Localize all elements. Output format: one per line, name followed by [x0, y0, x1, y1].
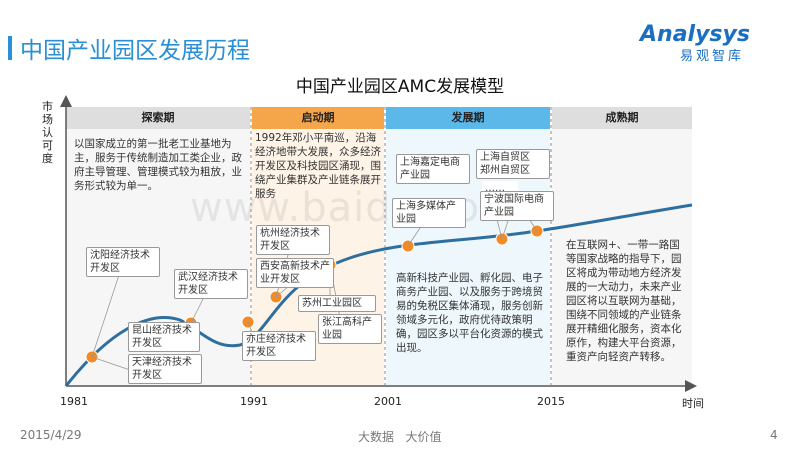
footer-date: 2015/4/29 — [20, 428, 82, 442]
milestone-xian: 西安高新技术产业开发区 — [256, 258, 334, 288]
phase-startup-description: 1992年邓小平南巡，沿海经济地带大发展，众多经济开发区及科技园区涌现，围绕产业… — [255, 132, 381, 200]
phase-growth-header: 发展期 — [386, 107, 550, 129]
callout-line — [91, 271, 121, 358]
x-tick-2015: 2015 — [537, 395, 565, 408]
milestone-hangzhou: 杭州经济技术开发区 — [256, 225, 330, 255]
callout-line — [190, 294, 206, 324]
phase-mature-area — [552, 129, 692, 385]
milestone-multimedia: 上海多媒体产业园 — [392, 198, 466, 228]
phase-mature-header: 成熟期 — [552, 107, 692, 129]
x-axis-label: 时间 — [682, 397, 704, 410]
title-accent-bar — [8, 36, 12, 60]
phase-startup-header: 启动期 — [252, 107, 384, 129]
callout-line — [407, 227, 421, 247]
logo-wordmark: Analysys — [640, 22, 750, 47]
callout-line — [91, 356, 131, 371]
y-axis-label: 市场认可度 — [42, 100, 53, 165]
milestone-zhangjiang: 张江高科产业园 — [318, 314, 382, 344]
footer-slogan: 大数据 大价值 — [358, 430, 442, 444]
x-tick-1991: 1991 — [240, 395, 268, 408]
logo-chinese-name: 易观智库 — [680, 49, 745, 64]
page-number: 4 — [770, 428, 778, 442]
phase-growth-description: 高新科技产业园、孵化园、电子商务产业园、以及服务于跨境贸易的免税区集体涌现，服务… — [396, 272, 543, 354]
phase-mature-description: 在互联网+、一带一路国等国家战略的指导下，园区将成为带动地方经济发展的一大动力，… — [566, 239, 682, 363]
milestone-kunshan: 昆山经济技术开发区 — [128, 322, 200, 352]
milestone-yizhuang: 亦庄经济技术开发区 — [242, 331, 316, 361]
phase-explore-header: 探索期 — [66, 107, 250, 129]
milestone-ningbo: 宁波国际电商产业园 — [480, 191, 554, 221]
milestone-suzhou: 苏州工业园区 — [298, 295, 376, 312]
diagram-title: 中国产业园区AMC发展模型 — [295, 77, 505, 97]
phase-explore-description: 以国家成立的第一批老工业基地为主，服务于传统制造加工类企业，政府主导管理、管理模… — [74, 138, 242, 192]
milestone-ftz: 上海自贸区 郑州自贸区 — [476, 149, 550, 179]
milestone-wuhan: 武汉经济技术开发区 — [174, 269, 248, 299]
milestone-jiading: 上海嘉定电商产业园 — [396, 154, 470, 184]
x-tick-2001: 2001 — [374, 395, 402, 408]
brand-logo: Analysys 易观智库 — [640, 22, 780, 64]
x-tick-1981: 1981 — [60, 395, 88, 408]
milestone-tianjin: 天津经济技术开发区 — [128, 354, 202, 384]
milestone-shenyang: 沈阳经济技术开发区 — [86, 247, 160, 277]
page-title: 中国产业园区发展历程 — [20, 38, 250, 64]
